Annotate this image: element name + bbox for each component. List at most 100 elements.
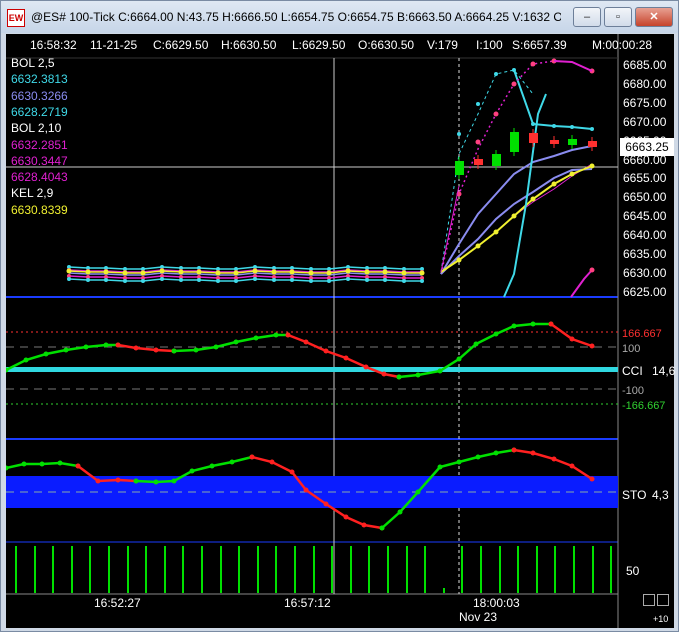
keltner-dot bbox=[252, 268, 258, 274]
cci-line bbox=[117, 343, 175, 353]
header-interval: I:100 bbox=[476, 38, 503, 52]
cci-upper-mid: 100 bbox=[622, 343, 641, 355]
volume-bar bbox=[592, 546, 594, 593]
price-tick: 6640.00 bbox=[623, 228, 667, 243]
header-volume: V:179 bbox=[427, 38, 458, 52]
volume-bar bbox=[461, 546, 463, 593]
cci-dot bbox=[115, 342, 121, 348]
bollinger-dot bbox=[383, 275, 387, 279]
legend-item: 6632.3813 bbox=[11, 72, 68, 87]
keltner-dot bbox=[326, 270, 332, 276]
keltner-dot bbox=[289, 269, 295, 275]
keltner-dot bbox=[140, 270, 146, 276]
keltner-dot bbox=[271, 269, 277, 275]
bollinger-dot bbox=[420, 279, 424, 283]
legend-item: 6630.3447 bbox=[11, 153, 68, 168]
bollinger-dot bbox=[530, 61, 536, 67]
bollinger-dot bbox=[234, 267, 238, 271]
bollinger-dot bbox=[402, 279, 406, 283]
cci-dot bbox=[193, 347, 199, 353]
volume-bar bbox=[573, 546, 575, 593]
chart-canvas[interactable] bbox=[6, 34, 674, 628]
keltner-dot bbox=[103, 269, 109, 275]
bollinger-dot bbox=[290, 278, 294, 282]
legend-item: 6628.2719 bbox=[11, 104, 68, 119]
legend-item: 6630.3266 bbox=[11, 88, 68, 103]
bollinger-dot bbox=[346, 265, 350, 269]
bollinger-dot bbox=[234, 276, 238, 280]
volume-bar bbox=[350, 546, 352, 593]
header-date: 11-21-25 bbox=[90, 38, 138, 52]
cci-dot bbox=[83, 344, 89, 350]
volume-bar bbox=[52, 546, 54, 593]
current-price-badge: 6663.25 bbox=[620, 138, 674, 156]
price-tick: 6675.00 bbox=[623, 95, 667, 110]
volume-bar bbox=[480, 546, 482, 593]
sto-dot bbox=[589, 476, 595, 482]
cci-dot bbox=[43, 351, 49, 357]
sto-dot bbox=[57, 460, 63, 466]
bollinger-dot bbox=[402, 267, 406, 271]
app-icon: EW bbox=[7, 9, 25, 27]
maximize-button[interactable]: ▫ bbox=[604, 7, 632, 27]
sto-dot bbox=[379, 525, 385, 531]
volume-bar bbox=[238, 546, 240, 593]
keltner-dot bbox=[178, 269, 184, 275]
volume-bar bbox=[164, 546, 166, 593]
bollinger-dot bbox=[570, 125, 574, 129]
cci-dot bbox=[285, 332, 291, 338]
sto-dot bbox=[343, 514, 349, 520]
sto-dot bbox=[289, 469, 295, 475]
keltner-dot bbox=[475, 243, 481, 249]
bollinger-dot bbox=[160, 265, 164, 269]
keltner-dot bbox=[122, 270, 128, 276]
sto-dot bbox=[133, 478, 139, 484]
sto-dot bbox=[569, 463, 575, 469]
sto-value: 4,3 bbox=[652, 488, 669, 502]
bollinger-dot bbox=[493, 111, 499, 117]
bollinger-dot bbox=[420, 276, 424, 280]
close-button[interactable]: ✕ bbox=[635, 7, 673, 27]
bollinger-dot bbox=[67, 274, 71, 278]
bollinger-lower-2 bbox=[68, 278, 422, 282]
zoom-in-box[interactable] bbox=[643, 594, 655, 606]
header-m-value: M:00:00:28 bbox=[592, 38, 653, 52]
cci-dot bbox=[133, 345, 139, 351]
sto-name: STO bbox=[622, 488, 647, 502]
bollinger-dot bbox=[365, 275, 369, 279]
keltner-dot bbox=[364, 269, 370, 275]
sto-dot bbox=[21, 461, 27, 467]
bollinger-dot bbox=[290, 275, 294, 279]
minimize-button[interactable]: – bbox=[573, 7, 601, 27]
cci-dot bbox=[530, 321, 536, 327]
sto-dot bbox=[551, 456, 557, 462]
cci-line bbox=[6, 343, 118, 372]
date-label: Nov 23 bbox=[459, 610, 498, 624]
legend-item: 6632.2851 bbox=[11, 137, 68, 152]
chart-area[interactable]: 16:58:32 11-21-25 C:6629.50 H:6630.50 L:… bbox=[6, 34, 675, 628]
zoom-label[interactable]: +10 bbox=[653, 614, 669, 624]
cci-dot bbox=[473, 341, 479, 347]
sto-line bbox=[381, 448, 515, 529]
bollinger-dot bbox=[160, 277, 164, 281]
cci-dot bbox=[589, 343, 595, 349]
price-tick: 6660.00 bbox=[623, 152, 667, 167]
bollinger-upper bbox=[68, 266, 422, 270]
bollinger-dot bbox=[272, 275, 276, 279]
volume-bar bbox=[517, 546, 519, 593]
sto-dot bbox=[361, 522, 367, 528]
bollinger-dot bbox=[327, 267, 331, 271]
bollinger-upper-2 bbox=[68, 269, 422, 273]
title-bar[interactable]: EW @ES# 100-Tick C:6664.00 N:43.75 H:666… bbox=[1, 1, 678, 33]
bollinger-dot bbox=[197, 275, 201, 279]
sto-dot bbox=[397, 509, 403, 515]
sto-dot bbox=[153, 479, 159, 485]
volume-bar bbox=[368, 546, 370, 593]
volume-bar bbox=[387, 546, 389, 593]
cci-dot bbox=[415, 372, 421, 378]
bollinger-middle-rise bbox=[440, 145, 593, 275]
bollinger-dot bbox=[123, 267, 127, 271]
zoom-out-box[interactable] bbox=[657, 594, 669, 606]
sto-dot bbox=[530, 450, 536, 456]
sto-dot bbox=[493, 450, 499, 456]
